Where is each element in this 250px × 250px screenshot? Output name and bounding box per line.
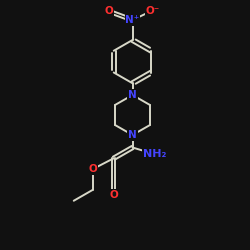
- Text: N⁺: N⁺: [126, 15, 140, 25]
- Text: O⁻: O⁻: [146, 6, 160, 16]
- Text: O: O: [110, 190, 118, 200]
- Text: O: O: [104, 6, 113, 16]
- Text: N: N: [128, 90, 137, 100]
- Text: NH₂: NH₂: [143, 149, 167, 159]
- Text: O: O: [88, 164, 97, 174]
- Text: N: N: [128, 130, 137, 140]
